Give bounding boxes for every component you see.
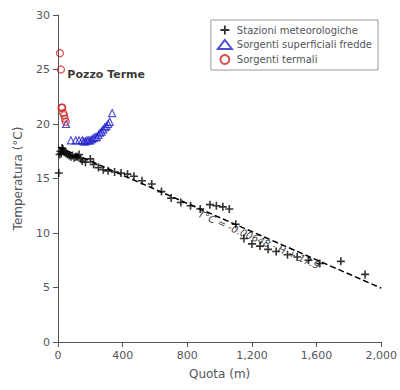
svg-text:800: 800 [177, 349, 198, 362]
svg-text:1,200: 1,200 [236, 349, 268, 362]
svg-text:25: 25 [36, 63, 50, 76]
svg-text:10: 10 [36, 227, 50, 240]
svg-text:1,600: 1,600 [301, 349, 333, 362]
svg-text:Sorgenti termali: Sorgenti termali [237, 54, 318, 65]
svg-text:0: 0 [55, 349, 62, 362]
svg-text:Sorgenti superficiali fredde: Sorgenti superficiali fredde [237, 39, 372, 50]
svg-text:Pozzo Terme: Pozzo Terme [67, 68, 145, 81]
svg-text:20: 20 [36, 118, 50, 131]
svg-text:T°C = -0.00648 · H + 17.9: T°C = -0.00648 · H + 17.9 [196, 208, 321, 271]
svg-text:5: 5 [43, 281, 50, 294]
svg-text:0: 0 [43, 336, 50, 349]
svg-text:2,000: 2,000 [366, 349, 398, 362]
svg-text:Temperatura (°C): Temperatura (°C) [11, 127, 25, 232]
svg-text:400: 400 [112, 349, 133, 362]
svg-text:15: 15 [36, 172, 50, 185]
svg-text:Stazioni meteorologiche: Stazioni meteorologiche [237, 25, 358, 36]
svg-text:30: 30 [36, 9, 50, 22]
svg-text:Quota (m): Quota (m) [189, 367, 250, 381]
